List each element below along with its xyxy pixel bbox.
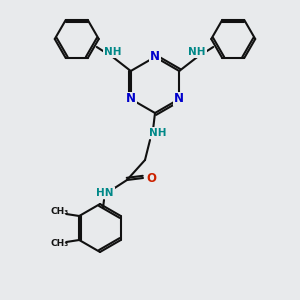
Text: N: N <box>174 92 184 106</box>
Text: NH: NH <box>104 47 122 57</box>
Text: CH₃: CH₃ <box>50 208 68 217</box>
Text: HN: HN <box>96 188 114 198</box>
Text: CH₃: CH₃ <box>50 239 68 248</box>
Text: NH: NH <box>188 47 206 57</box>
Text: NH: NH <box>149 128 167 138</box>
Text: N: N <box>150 50 160 64</box>
Text: N: N <box>126 92 136 106</box>
Text: O: O <box>146 172 156 184</box>
